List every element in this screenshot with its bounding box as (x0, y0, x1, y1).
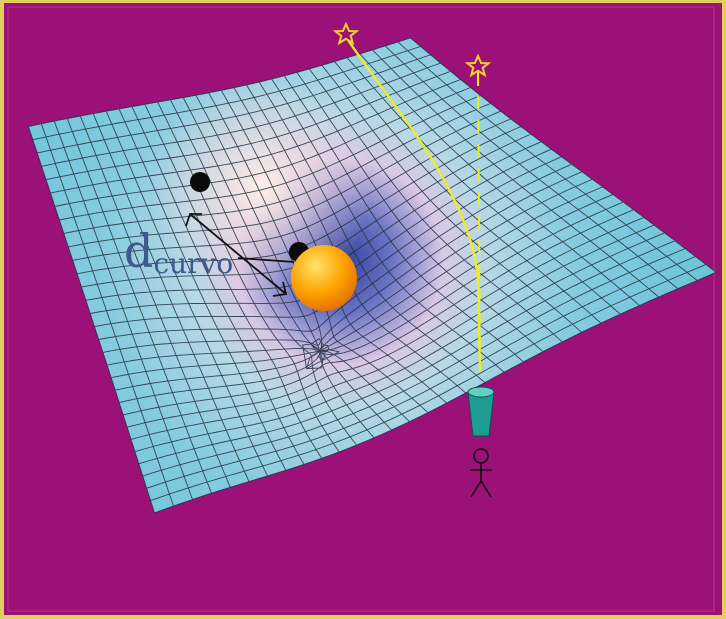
stick-figure-icon (470, 448, 492, 498)
distance-subscript: curvo (153, 247, 233, 280)
small-mass (190, 172, 210, 192)
sun (291, 245, 357, 311)
bent-light-ray (347, 39, 482, 373)
apparent-star-icon (464, 53, 492, 78)
distance-arrows (185, 213, 295, 297)
distance-label: dcurvo (124, 224, 233, 280)
star-icon (332, 21, 360, 46)
inner-border (7, 6, 715, 612)
telescope-icon (467, 386, 495, 437)
distance-letter: d (124, 224, 153, 278)
sheet-grid (27, 37, 717, 514)
sheet-grid-lines (27, 37, 717, 514)
